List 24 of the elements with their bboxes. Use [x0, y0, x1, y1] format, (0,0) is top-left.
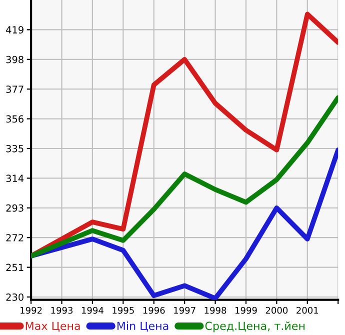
x-tick-label: 1993: [51, 306, 73, 314]
x-tick-label: 1998: [204, 306, 226, 314]
legend-label: Min Цена: [117, 321, 168, 332]
legend-label: Max Цена: [26, 322, 80, 332]
y-tick-label: 398: [6, 56, 24, 64]
x-tick-label: 1996: [143, 306, 165, 314]
x-tick-label: 1999: [235, 306, 257, 314]
y-tick-label: 272: [6, 234, 24, 242]
line-series: [31, 95, 338, 258]
y-tick-label: 230: [6, 293, 24, 301]
x-tick-label: 1994: [82, 306, 104, 314]
y-tick-label: 356: [6, 115, 24, 123]
x-tick-label: 2000: [266, 306, 288, 314]
x-tick-label: 1992: [20, 306, 42, 314]
x-tick-label: 1997: [174, 306, 196, 314]
y-tick-label: 335: [6, 144, 24, 152]
y-tick-label: 377: [6, 86, 24, 93]
y-tick-label: 293: [6, 204, 24, 212]
x-tick-label: 2001: [296, 306, 318, 314]
y-tick-label: 251: [6, 264, 24, 272]
y-tick-label: 419: [6, 26, 24, 34]
y-tick-label: 314: [6, 174, 24, 182]
legend-label: Сред.Цена, т.йен: [205, 322, 304, 332]
x-tick-label: 1995: [112, 306, 134, 314]
